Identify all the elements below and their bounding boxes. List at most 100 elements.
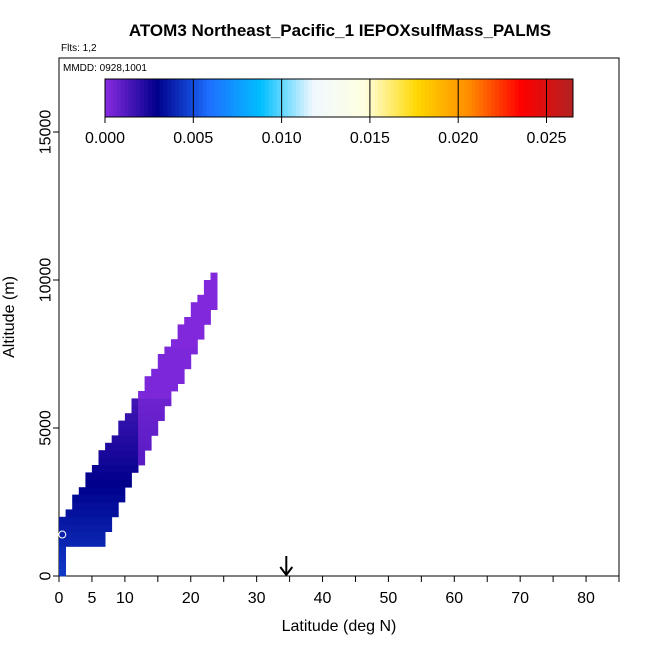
colorbar-segment	[144, 79, 149, 117]
heatmap-cells	[59, 272, 218, 577]
heatmap-cell	[91, 524, 99, 532]
colorbar-segment	[264, 79, 270, 117]
heatmap-cell	[105, 450, 113, 458]
heatmap-cell	[138, 405, 146, 414]
heatmap-cell	[111, 457, 119, 466]
sample-point	[104, 370, 113, 379]
heatmap-cell	[85, 472, 93, 481]
heatmap-cell	[151, 420, 159, 429]
heatmap-cell	[190, 346, 198, 355]
colorbar-segment	[151, 79, 157, 117]
colorbar-segment	[502, 79, 508, 117]
colorbar-segment	[206, 79, 211, 117]
colorbar-segment	[440, 79, 445, 117]
heatmap-cell	[190, 309, 198, 318]
heatmap-cell	[78, 509, 86, 518]
heatmap-cell	[118, 465, 126, 473]
heatmap-cell	[98, 509, 106, 518]
heatmap-cell	[157, 376, 165, 384]
x-tick-label: 0	[55, 590, 64, 607]
colorbar-segment	[218, 79, 223, 117]
heatmap-cell	[105, 494, 113, 503]
colorbar-segment	[249, 79, 254, 117]
heatmap-cell	[190, 317, 198, 325]
colorbar-segment	[288, 79, 293, 117]
heatmap-cell	[59, 516, 66, 525]
heatmap-cell	[138, 398, 146, 407]
colorbar-segment	[545, 79, 551, 117]
heatmap-cell	[203, 294, 211, 303]
heatmap-cell	[177, 354, 185, 362]
colorbar-segment	[171, 79, 176, 117]
heatmap-cell	[144, 398, 152, 407]
heatmap-cell	[118, 457, 126, 466]
heatmap-cell	[184, 324, 192, 333]
colorbar-tick-label: 0.025	[526, 130, 566, 147]
colorbar-segment	[136, 79, 141, 117]
heatmap-cell	[171, 383, 178, 392]
heatmap-cell	[171, 368, 178, 377]
colorbar-tick-label: 0.000	[85, 130, 125, 147]
heatmap-cell	[85, 516, 93, 525]
sample-point	[147, 347, 156, 356]
colorbar-segment	[257, 79, 262, 117]
colorbar-segment	[549, 79, 554, 117]
heatmap-cell	[105, 479, 113, 488]
colorbar-segment	[420, 79, 426, 117]
heatmap-cell	[131, 405, 139, 414]
heatmap-cell	[203, 302, 211, 310]
heatmap-cell	[85, 539, 93, 547]
heatmap-cell	[59, 531, 66, 540]
heatmap-cell	[203, 309, 211, 318]
x-tick-label: 60	[445, 590, 463, 607]
heatmap-cell	[111, 442, 119, 451]
heatmap-cell	[190, 302, 198, 310]
colorbar-segment	[198, 79, 203, 117]
colorbar-segment	[323, 79, 328, 117]
arrow-head	[279, 566, 294, 577]
colorbar-segment	[401, 79, 406, 117]
heatmap-cell	[98, 472, 106, 481]
chart-title: ATOM3 Northeast_Pacific_1 IEPOXsulfMass_…	[129, 21, 551, 40]
latitude-arrow	[279, 556, 294, 577]
heatmap-cell	[144, 405, 152, 414]
colorbar-segment	[569, 79, 574, 117]
heatmap-cell	[164, 376, 172, 384]
heatmap-cell	[157, 405, 165, 414]
heatmap-cell	[184, 339, 192, 347]
colorbar-segment	[479, 79, 484, 117]
colorbar-segment	[261, 79, 266, 117]
heatmap-cell	[111, 494, 119, 503]
heatmap-cell	[184, 331, 192, 340]
colorbar-segment	[155, 79, 161, 117]
heatmap-cell	[118, 420, 126, 429]
heatmap-cell	[138, 420, 146, 429]
heatmap-cell	[190, 331, 198, 340]
heatmap-cell	[124, 465, 132, 473]
x-tick-label: 10	[116, 590, 134, 607]
heatmap-cell	[59, 561, 66, 569]
colorbar-segment	[495, 79, 500, 117]
heatmap-cell	[131, 413, 139, 421]
heatmap-cell	[78, 494, 86, 503]
colorbar-segment	[370, 79, 375, 117]
heatmap-cell	[85, 494, 93, 503]
heatmap-cell	[65, 516, 73, 525]
heatmap-cell	[98, 524, 106, 532]
heatmap-cell	[197, 294, 205, 303]
y-tick-label: 15000	[38, 110, 55, 155]
heatmap-cell	[203, 317, 211, 325]
heatmap-cell	[111, 465, 119, 473]
heatmap-cell	[197, 317, 205, 325]
heatmap-cell	[210, 272, 218, 281]
heatmap-cell	[190, 339, 198, 347]
heatmap-cell	[124, 472, 132, 481]
heatmap-cell	[118, 450, 126, 458]
colorbar-segment	[506, 79, 512, 117]
colorbar-segment	[311, 79, 317, 117]
heatmap-cell	[157, 368, 165, 377]
heatmap-cell	[111, 509, 119, 518]
heatmap-cell	[118, 494, 126, 503]
colorbar-segment	[346, 79, 352, 117]
heatmap-cell	[105, 524, 113, 532]
